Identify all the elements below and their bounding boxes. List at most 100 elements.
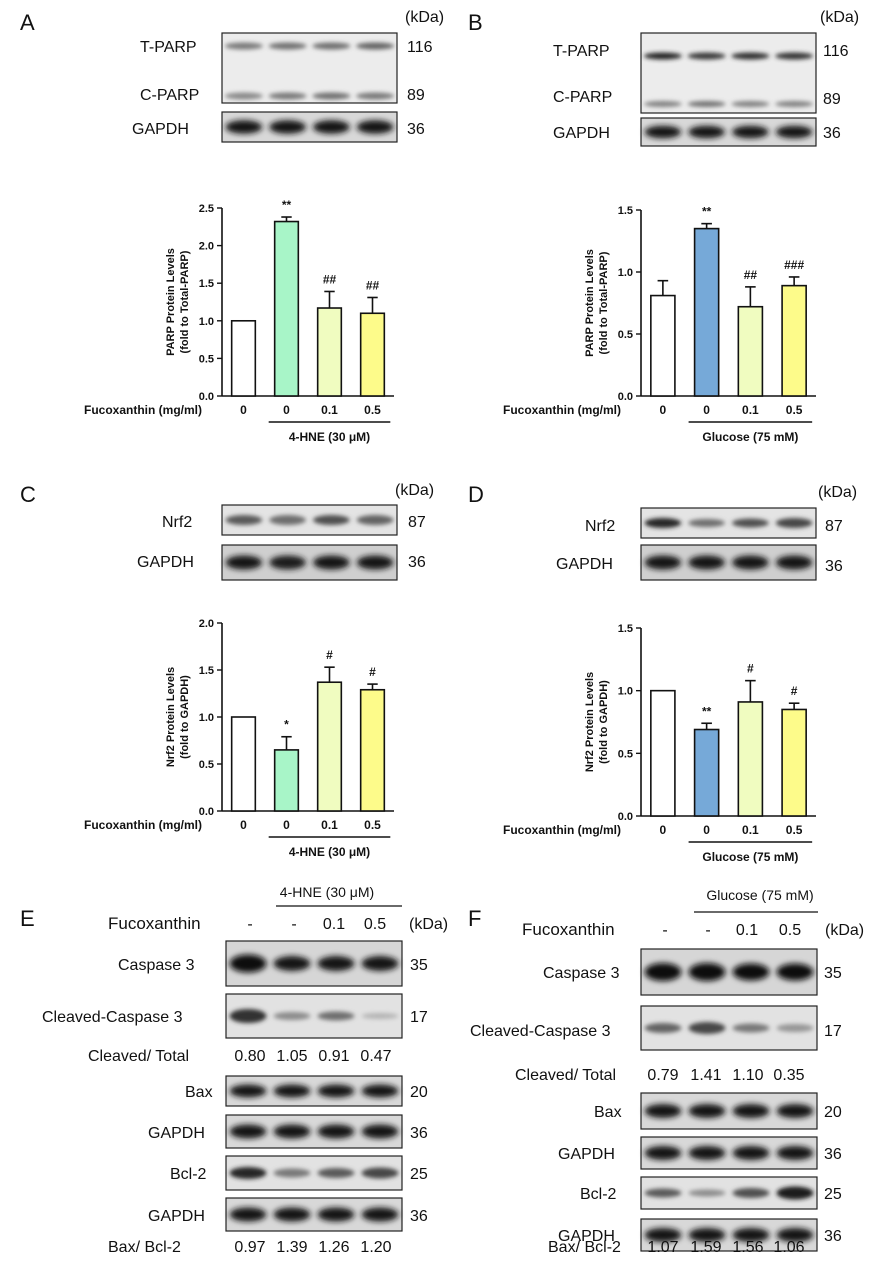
- blot-e-bcl2: [225, 1155, 403, 1191]
- blot-e-gapdh-2: [225, 1197, 403, 1232]
- blot-f-cleaved-caspase3-band: [688, 1022, 726, 1034]
- kda-unit-label: (kDa): [395, 482, 434, 499]
- t-parp-band: [224, 42, 263, 50]
- group-label: Glucose (75 mM): [702, 430, 798, 444]
- blot-e-bax-band: [361, 1084, 399, 1098]
- blot-e-bcl2-band: [229, 1167, 267, 1179]
- blot-e-gapdh-1-band: [273, 1124, 311, 1139]
- panel-letter-e: E: [20, 906, 35, 931]
- ratio-value: 0.97: [234, 1239, 265, 1256]
- x-axis-label: Fucoxanthin (mg/ml): [503, 823, 621, 837]
- bar: [737, 305, 764, 397]
- y-tick-label: 2.0: [199, 618, 214, 630]
- y-tick-label: 0.0: [199, 806, 214, 818]
- blot-f-gapdh-1-band: [776, 1146, 814, 1160]
- blot-c-gapdh-band: [356, 555, 394, 570]
- blot-e-bax-band: [317, 1084, 355, 1098]
- blot-d-nrf2: [640, 507, 817, 539]
- blot-f-bcl2-band: [688, 1189, 726, 1197]
- blot-e-cleaved-caspase3-band: [317, 1011, 355, 1021]
- significance-label: #: [791, 684, 798, 698]
- blot-d-gapdh-band: [732, 555, 769, 570]
- y-tick-label: 2.0: [199, 241, 214, 253]
- c-parp-band: [775, 101, 814, 107]
- y-axis-label: Nrf2 Protein Levels: [165, 667, 177, 767]
- y-tick-label: 0.0: [618, 391, 633, 403]
- blot-a-gapdh-band: [356, 120, 394, 134]
- kda-value: 36: [410, 1208, 428, 1225]
- blot-c-nrf2-band: [225, 515, 263, 525]
- significance-label: **: [702, 704, 712, 718]
- kda-unit-label: (kDa): [409, 916, 448, 933]
- blot-a-gapdh: [221, 111, 398, 143]
- significance-label: #: [747, 662, 754, 676]
- t-parp-band: [775, 52, 814, 60]
- blot-e-gapdh-2-band: [317, 1207, 355, 1222]
- treatment-label: Glucose (75 mM): [706, 887, 813, 903]
- blot-d-nrf2-band: [775, 518, 813, 528]
- ratio-value: 1.59: [690, 1239, 721, 1256]
- x-tick-label: 0: [703, 403, 710, 417]
- kda-value: 89: [823, 91, 841, 108]
- dose-label: -: [291, 916, 296, 933]
- y-tick-label: 0.0: [199, 391, 214, 403]
- blot-e-gapdh-1-band: [229, 1124, 267, 1139]
- blot-f-gapdh-2: [640, 1218, 818, 1252]
- blot-c-nrf2-band: [356, 515, 394, 525]
- y-tick-label: 0.5: [618, 748, 633, 760]
- blot-a-parp: [221, 32, 398, 104]
- significance-label: **: [282, 198, 292, 212]
- blot-e-cleaved-caspase3-band: [229, 1009, 267, 1023]
- bar: [316, 307, 343, 397]
- panel-letter-c: C: [20, 482, 36, 507]
- y-tick-label: 1.0: [618, 686, 633, 698]
- kda-value: 87: [825, 518, 843, 535]
- y-tick-label: 1.5: [618, 623, 633, 635]
- blot-f-gapdh-2-band: [732, 1228, 770, 1242]
- blot-e-cleaved-caspase3-band: [361, 1013, 399, 1019]
- dose-label: -: [247, 916, 252, 933]
- x-tick-label: 0.5: [786, 403, 803, 417]
- blot-f-bcl2: [640, 1176, 818, 1210]
- blot-f-bax-band: [732, 1104, 770, 1118]
- group-label: 4-HNE (30 μM): [289, 845, 370, 859]
- blot-e-gapdh-2-band: [273, 1207, 311, 1222]
- y-tick-label: 0.5: [199, 353, 214, 365]
- blot-e-bcl2-band: [361, 1167, 399, 1179]
- t-parp-band: [731, 52, 770, 60]
- blot-label: Bcl-2: [170, 1166, 207, 1183]
- ratio-label: Bax/ Bcl-2: [108, 1239, 181, 1256]
- x-tick-label: 0: [240, 818, 247, 832]
- blot-d-nrf2-band: [644, 518, 682, 528]
- c-parp-band: [268, 92, 307, 100]
- t-parp-band: [643, 52, 682, 60]
- blot-b-parp: [640, 32, 817, 114]
- kda-value: 36: [408, 554, 426, 571]
- y-axis-label: (fold to Total-PARP): [179, 250, 191, 353]
- blot-f-gapdh-1: [640, 1136, 818, 1170]
- bar: [781, 708, 807, 817]
- blot-f-gapdh-2-band: [688, 1228, 726, 1242]
- kda-value: 17: [824, 1023, 842, 1040]
- kda-value: 36: [410, 1125, 428, 1142]
- blot-f-gapdh-1-band: [644, 1146, 682, 1160]
- ratio-value: 1.56: [732, 1239, 763, 1256]
- c-parp-band: [224, 92, 263, 100]
- y-tick-label: 2.5: [199, 203, 214, 215]
- blot-label: Nrf2: [585, 518, 615, 535]
- blot-b-gapdh-band: [644, 125, 682, 139]
- c-parp-band: [731, 101, 770, 107]
- c-parp-band: [356, 92, 395, 100]
- kda-value: 25: [824, 1186, 842, 1203]
- y-axis-label: (fold to GAPDH): [598, 680, 610, 764]
- ratio-value: 0.91: [318, 1048, 349, 1065]
- blot-f-gapdh-2-band: [644, 1228, 682, 1242]
- bar: [781, 284, 807, 397]
- blot-label: Caspase 3: [118, 957, 195, 974]
- blot-label: T-PARP: [140, 39, 197, 56]
- blot-a-gapdh-band: [313, 120, 350, 134]
- x-tick-label: 0: [283, 818, 290, 832]
- blot-c-gapdh: [221, 544, 398, 581]
- blot-label: C-PARP: [140, 87, 199, 104]
- kda-value: 116: [823, 43, 849, 60]
